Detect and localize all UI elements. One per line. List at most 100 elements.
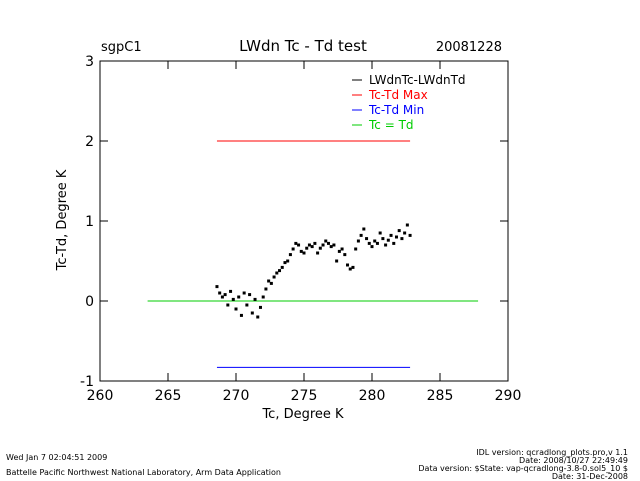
data-point	[237, 295, 241, 299]
data-point	[405, 223, 409, 227]
data-point	[356, 239, 360, 243]
data-date: Date: 31-Dec-2008	[551, 472, 628, 481]
data-version: Data version: $State: vap-qcradlong-3.8-…	[418, 464, 628, 473]
data-point	[218, 291, 222, 295]
data-point	[397, 229, 401, 233]
data-point	[318, 246, 322, 250]
data-point	[234, 307, 238, 311]
data-point	[326, 241, 330, 245]
data-point	[310, 245, 314, 249]
data-point	[375, 241, 379, 245]
data-point	[324, 239, 328, 243]
data-point	[362, 227, 366, 231]
data-point	[332, 243, 336, 247]
data-point	[354, 247, 358, 251]
data-point	[335, 259, 339, 263]
x-tick-label: 270	[223, 388, 250, 404]
data-point	[403, 231, 407, 235]
legend-label: Tc-Td Min	[368, 103, 424, 117]
data-point	[348, 267, 352, 271]
data-point	[258, 305, 262, 309]
data-point	[384, 243, 388, 247]
data-point	[378, 231, 382, 235]
data-point	[242, 291, 246, 295]
data-point	[253, 297, 257, 301]
data-point	[321, 243, 325, 247]
data-point	[392, 241, 396, 245]
x-tick-label: 275	[291, 388, 318, 404]
x-tick-label: 285	[427, 388, 454, 404]
data-point	[288, 253, 292, 257]
data-point	[359, 233, 363, 237]
data-point	[381, 237, 385, 241]
data-point	[337, 249, 341, 253]
data-point	[283, 261, 287, 265]
data-point	[291, 247, 295, 251]
axes	[99, 60, 509, 382]
data-point	[220, 295, 224, 299]
site-label: sgpC1	[101, 40, 142, 55]
data-point	[275, 271, 279, 275]
data-point	[280, 265, 284, 269]
data-point	[215, 285, 219, 289]
data-point	[286, 259, 290, 263]
data-point	[302, 251, 306, 255]
y-ticks: -1 0 1 2 3	[80, 54, 508, 390]
data-point	[367, 241, 371, 245]
data-point	[223, 293, 227, 297]
data-point	[229, 289, 233, 293]
data-point	[365, 237, 369, 241]
date-label: 20081228	[436, 40, 502, 55]
data-point	[245, 303, 249, 307]
legend-label: Tc = Td	[368, 118, 414, 132]
data-point	[329, 245, 333, 249]
idl-version: IDL version: qcradlong_plots.pro,v 1.1	[476, 448, 628, 457]
data-point	[297, 243, 301, 247]
data-point	[278, 269, 282, 273]
y-tick-label: -1	[80, 374, 94, 390]
data-point	[408, 233, 412, 237]
x-tick-label: 265	[155, 388, 182, 404]
x-tick-label: 290	[495, 388, 522, 404]
data-point	[343, 253, 347, 257]
data-point	[267, 279, 271, 283]
y-tick-label: 3	[85, 54, 94, 70]
data-point	[239, 313, 243, 317]
data-point	[269, 281, 273, 285]
y-tick-label: 2	[85, 134, 94, 150]
organization-credit: Battelle Pacific Northwest National Labo…	[6, 468, 281, 477]
x-axis-label: Tc, Degree K	[261, 407, 344, 422]
idl-date: Date: 2008/10/27 22:49:49	[519, 456, 628, 465]
data-point	[299, 249, 303, 253]
x-ticks: 260 265 270 275 280 285 290	[87, 61, 522, 404]
data-point	[256, 315, 260, 319]
data-point	[386, 238, 390, 242]
plot-frame	[99, 60, 509, 382]
data-point	[400, 237, 404, 241]
data-point	[394, 235, 398, 239]
data-point	[264, 287, 268, 291]
data-point	[316, 251, 320, 255]
x-tick-label: 280	[359, 388, 386, 404]
data-point	[272, 275, 276, 279]
data-point	[370, 245, 374, 249]
y-axis-label: Tc-Td, Degree K	[55, 169, 70, 271]
y-tick-label: 0	[85, 294, 94, 310]
run-timestamp: Wed Jan 7 02:04:51 2009	[6, 453, 108, 462]
data-point	[346, 263, 350, 267]
data-point	[261, 295, 265, 299]
data-point	[351, 265, 355, 269]
reference-lines	[147, 140, 479, 368]
chart-title: LWdn Tc - Td test	[239, 37, 367, 55]
data-point	[305, 246, 309, 250]
y-tick-label: 1	[85, 214, 94, 230]
data-point	[340, 247, 344, 251]
data-point	[313, 241, 317, 245]
data-point	[373, 239, 377, 243]
data-point	[307, 243, 311, 247]
legend-label: Tc-Td Max	[368, 88, 428, 102]
data-point	[389, 233, 393, 237]
data-point	[294, 241, 298, 245]
